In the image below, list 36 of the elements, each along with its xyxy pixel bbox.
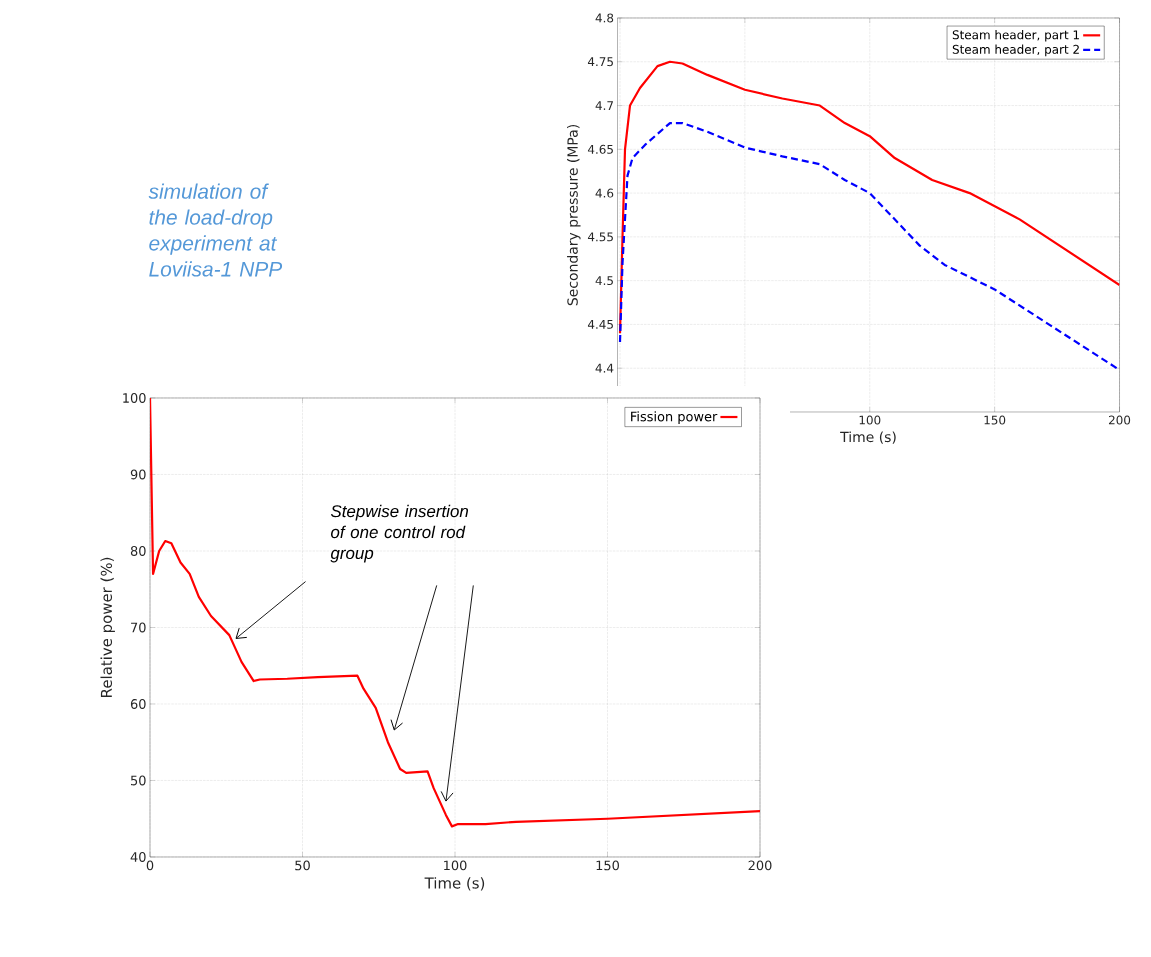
annotation: Stepwise insertion of one control rod group bbox=[330, 504, 469, 563]
y-tick-label: 70 bbox=[131, 622, 146, 633]
x-tick-label: 50 bbox=[295, 860, 310, 871]
x-tick-label: 200 bbox=[1108, 415, 1131, 425]
y-tick-label: 80 bbox=[130, 546, 146, 556]
x-tick-label: 100 bbox=[859, 415, 881, 425]
y-tick-label: 4.5 bbox=[595, 276, 613, 286]
y-tick-label: 4.8 bbox=[595, 13, 614, 23]
y-tick-label: 4.75 bbox=[587, 57, 613, 67]
x-axis-title: Time (s) bbox=[840, 431, 896, 444]
x-tick-label: 200 bbox=[748, 860, 772, 871]
x-tick-label: 150 bbox=[596, 860, 619, 871]
x-tick-label: 0 bbox=[146, 860, 154, 871]
y-tick-label: 4.4 bbox=[595, 363, 614, 373]
legend-label: Steam header, part 1 bbox=[952, 30, 1079, 42]
x-tick-label: 100 bbox=[444, 860, 467, 871]
line-series bbox=[150, 397, 761, 828]
y-tick-label: 4.7 bbox=[595, 101, 613, 110]
y-tick-label: 90 bbox=[130, 469, 146, 480]
x-axis-title: Time (s) bbox=[424, 877, 485, 891]
text: simulation of the load-drop experiment at Loviisa-1 NPP bbox=[148, 183, 283, 277]
y-axis-title: Relative power (%) bbox=[100, 557, 115, 697]
y-tick-label: 50 bbox=[131, 775, 146, 786]
y-tick-label: 4.45 bbox=[587, 319, 613, 329]
y-tick-label: 40 bbox=[130, 852, 146, 862]
y-tick-label: 60 bbox=[130, 699, 146, 709]
y-tick-label: 4.55 bbox=[587, 232, 613, 242]
y-tick-label: 100 bbox=[123, 393, 146, 403]
line-series bbox=[618, 60, 1120, 335]
y-axis-title: Secondary pressure (MPa) bbox=[567, 125, 581, 306]
y-tick-label: 4.6 bbox=[595, 188, 614, 198]
line-series bbox=[618, 121, 1120, 372]
legend-label: Fission power bbox=[631, 411, 718, 424]
y-tick-label: 4.65 bbox=[587, 144, 613, 154]
x-tick-label: 150 bbox=[984, 415, 1006, 425]
legend-label: Steam header, part 2 bbox=[952, 44, 1079, 57]
